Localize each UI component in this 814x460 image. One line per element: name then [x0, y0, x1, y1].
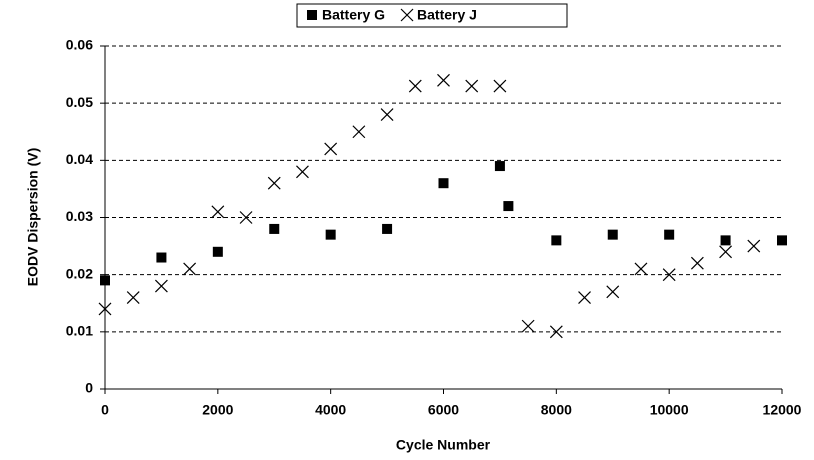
- point: [437, 73, 450, 87]
- y-tick-label: 0.02: [66, 265, 93, 281]
- point: [494, 161, 505, 172]
- point: [183, 262, 197, 276]
- point: [296, 165, 309, 179]
- legend-label: Battery J: [417, 7, 477, 23]
- point: [549, 325, 563, 339]
- point: [324, 142, 338, 156]
- point: [325, 229, 336, 240]
- x-tick-label: 4000: [315, 402, 346, 418]
- y-tick-label: 0.06: [66, 37, 93, 53]
- point: [400, 8, 414, 22]
- point: [352, 125, 366, 139]
- point: [239, 211, 253, 224]
- x-axis-label: Cycle Number: [396, 437, 491, 453]
- legend-label: Battery G: [322, 7, 385, 23]
- point: [664, 229, 675, 240]
- y-tick-label: 0.05: [66, 94, 93, 110]
- point: [551, 235, 562, 246]
- point: [267, 176, 281, 190]
- point: [578, 291, 591, 304]
- point: [465, 79, 479, 93]
- point: [212, 246, 223, 257]
- point: [154, 279, 168, 293]
- x-tick-label: 10000: [650, 402, 689, 418]
- point: [747, 239, 761, 253]
- point: [100, 275, 110, 286]
- y-tick-label: 0: [85, 380, 93, 396]
- y-axis-label: EODV Dispersion (V): [25, 148, 41, 286]
- point: [634, 262, 648, 276]
- y-tick-label: 0.03: [66, 208, 93, 224]
- x-tick-label: 6000: [428, 402, 459, 418]
- point: [607, 229, 618, 240]
- point: [269, 223, 280, 234]
- x-tick-label: 12000: [763, 402, 802, 418]
- point: [690, 256, 704, 270]
- point: [156, 252, 167, 263]
- x-tick-label: 0: [101, 402, 109, 418]
- point: [720, 235, 731, 246]
- point: [307, 10, 317, 20]
- point: [521, 319, 535, 333]
- point: [380, 108, 394, 122]
- point: [606, 285, 620, 299]
- point: [493, 79, 507, 93]
- point: [503, 201, 514, 212]
- point: [98, 302, 112, 316]
- point: [662, 268, 676, 282]
- point: [211, 205, 225, 219]
- point: [777, 235, 787, 246]
- point: [126, 291, 140, 304]
- legend-box: [296, 3, 568, 28]
- y-tick-label: 0.04: [66, 151, 93, 167]
- x-tick-label: 8000: [541, 402, 572, 418]
- y-tick-label: 0.01: [66, 323, 93, 339]
- point: [382, 223, 393, 234]
- x-tick-label: 2000: [202, 402, 233, 418]
- point: [438, 178, 449, 189]
- point: [719, 245, 733, 259]
- point: [408, 79, 422, 93]
